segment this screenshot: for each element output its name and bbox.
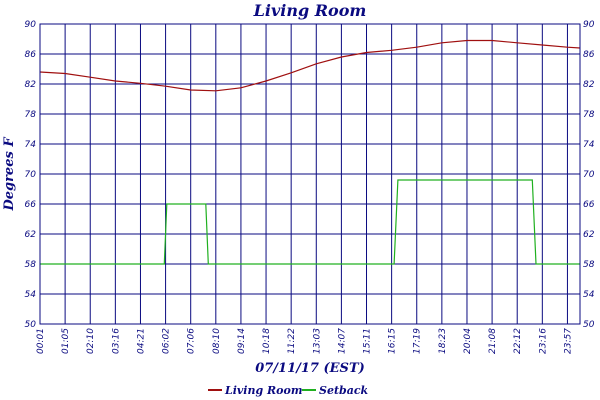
y-tick-label-right: 86 [583,50,595,60]
y-axis-label: Degrees F [2,137,17,212]
x-tick-label: 23:57 [563,328,573,354]
x-tick-label: 01:05 [61,328,71,354]
plot-border [39,23,581,325]
y-tick-label-right: 78 [583,110,595,120]
x-tick-label: 04:21 [136,328,146,354]
y-tick-label-right: 66 [583,200,595,210]
x-tick-label: 16:15 [388,328,398,354]
x-tick-label: 06:02 [162,328,172,354]
y-tick-label-right: 58 [583,260,595,270]
x-tick-label: 21:08 [488,328,498,354]
x-tick-label: 20:04 [463,328,473,354]
x-tick-label: 13:03 [312,328,322,354]
y-tick-label-left: 78 [25,110,37,120]
x-tick-label: 18:23 [438,328,448,354]
y-tick-label-left: 82 [25,80,37,90]
x-tick-label: 03:16 [111,328,121,354]
y-tick-label-right: 90 [583,20,595,30]
legend-label: Living Room [224,384,302,397]
y-tick-label-right: 50 [583,320,595,330]
x-tick-label: 00:01 [36,328,46,354]
y-tick-label-left: 90 [25,20,37,30]
legend-label: Setback [319,384,369,397]
x-tick-label: 11:22 [287,328,297,354]
y-tick-label-left: 58 [25,260,37,270]
y-tick-label-left: 86 [25,50,37,60]
y-tick-label-right: 82 [583,80,595,90]
y-tick-label-right: 70 [583,170,595,180]
y-tick-label-left: 54 [25,290,37,300]
y-tick-label-left: 62 [25,230,37,240]
x-tick-label: 02:10 [86,328,96,354]
x-tick-label: 09:14 [237,328,247,354]
x-tick-label: 15:11 [363,328,373,354]
y-tick-label-right: 62 [583,230,595,240]
y-tick-labels-right: 50 54 58 62 66 70 74 78 82 86 90 [583,20,595,330]
x-tick-label: 14:07 [337,328,347,354]
x-tick-label: 10:18 [262,328,272,354]
series-line-living-room [39,39,581,92]
series-line-setback [40,179,580,265]
y-tick-label-left: 70 [25,170,37,180]
x-tick-label: 08:10 [212,328,222,354]
chart-title: Living Room [253,1,367,20]
y-tick-label-right: 54 [583,290,595,300]
x-tick-label: 07:06 [187,328,197,354]
x-tick-labels: 00:01 01:05 02:10 03:16 04:21 06:02 07:06 08:10… [36,328,573,354]
y-tick-label-right: 74 [583,140,595,150]
x-tick-label: 23:16 [538,328,548,354]
x-tick-label: 17:19 [413,328,423,354]
y-tick-label-left: 66 [25,200,37,210]
y-tick-label-left: 74 [25,140,37,150]
series-lines [39,39,581,265]
y-tick-labels-left: 50 54 58 62 66 70 74 78 82 86 90 [25,20,37,330]
x-tick-label: 22:12 [513,328,523,354]
legend: Living Room Setback [208,384,369,397]
y-tick-label-left: 50 [25,320,37,330]
x-axis-label: 07/11/17 (EST) [255,361,365,376]
